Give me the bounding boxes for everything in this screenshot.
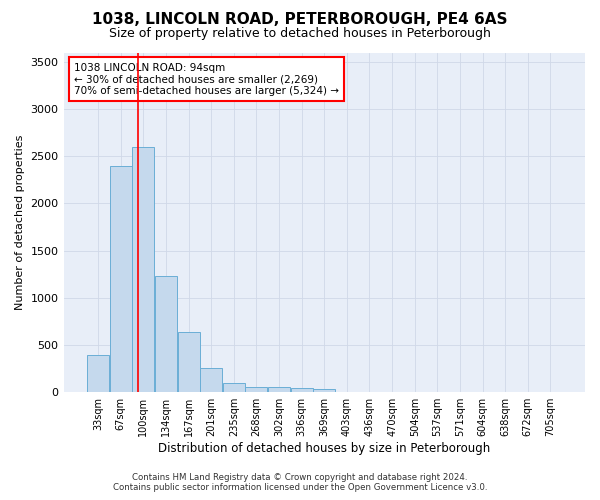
Bar — [110, 166, 132, 392]
Y-axis label: Number of detached properties: Number of detached properties — [15, 134, 25, 310]
Text: Size of property relative to detached houses in Peterborough: Size of property relative to detached ho… — [109, 28, 491, 40]
Bar — [87, 356, 109, 392]
Bar — [291, 388, 313, 392]
Text: 1038 LINCOLN ROAD: 94sqm
← 30% of detached houses are smaller (2,269)
70% of sem: 1038 LINCOLN ROAD: 94sqm ← 30% of detach… — [74, 62, 339, 96]
Bar — [245, 386, 268, 392]
Text: 1038, LINCOLN ROAD, PETERBOROUGH, PE4 6AS: 1038, LINCOLN ROAD, PETERBOROUGH, PE4 6A… — [92, 12, 508, 28]
Bar — [178, 332, 200, 392]
Bar — [313, 390, 335, 392]
Bar — [200, 368, 222, 392]
Bar — [223, 383, 245, 392]
Bar — [155, 276, 177, 392]
Bar — [133, 147, 154, 392]
X-axis label: Distribution of detached houses by size in Peterborough: Distribution of detached houses by size … — [158, 442, 490, 455]
Text: Contains HM Land Registry data © Crown copyright and database right 2024.
Contai: Contains HM Land Registry data © Crown c… — [113, 473, 487, 492]
Bar — [268, 387, 290, 392]
